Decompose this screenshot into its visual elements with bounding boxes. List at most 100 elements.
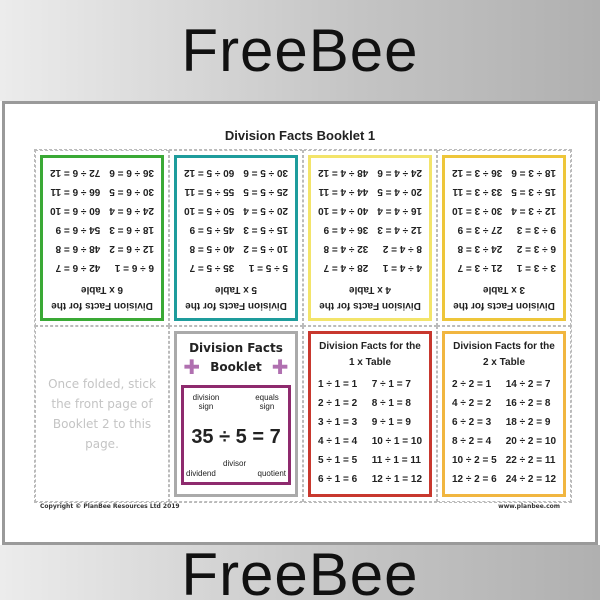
facts-list: 2 ÷ 2 = 1 4 ÷ 2 = 2 6 ÷ 2 = 3 8 ÷ 2 = 4 10 ÷… xyxy=(449,371,559,489)
fact: 12 ÷ 3 = 4 xyxy=(511,205,556,216)
panel-table: 4 x Table xyxy=(348,284,392,295)
label-dividend: dividend xyxy=(186,469,216,478)
fact: 8 ÷ 1 = 8 xyxy=(371,398,411,409)
stick-cell: Once folded, stick the front page of Boo… xyxy=(35,326,169,502)
facts-list: 6 ÷ 6 = 1 12 ÷ 6 = 2 18 ÷ 6 = 3 24 ÷ 6 = 4 3… xyxy=(47,163,157,281)
panel-3-table: Division Facts for the 3 x Table 3 ÷ 3 = 1… xyxy=(442,155,566,321)
fact: 66 ÷ 6 = 11 xyxy=(50,186,101,197)
panel-cell: Division Facts for the 1 x Table 1 ÷ 1 = 1… xyxy=(303,326,437,502)
plus-icon: ✚ xyxy=(271,355,289,379)
cover-cell: Division Facts ✚ Booklet ✚ division sign e… xyxy=(169,326,303,502)
fact: 44 ÷ 4 = 11 xyxy=(318,186,369,197)
fact: 15 ÷ 5 = 3 xyxy=(243,224,288,235)
fact: 40 ÷ 5 = 8 xyxy=(189,243,235,254)
fact: 48 ÷ 4 = 12 xyxy=(318,167,369,178)
fact: 72 ÷ 6 = 12 xyxy=(50,167,101,178)
fact: 7 ÷ 1 = 7 xyxy=(371,379,411,390)
fact: 45 ÷ 5 = 9 xyxy=(189,224,235,235)
cover-panel: Division Facts ✚ Booklet ✚ division sign e… xyxy=(174,331,298,497)
cover-title-row: ✚ Booklet ✚ xyxy=(183,355,289,379)
panel-5-table: Division Facts for the 5 x Table 5 ÷ 5 = 1… xyxy=(174,155,298,321)
fact: 36 ÷ 4 = 9 xyxy=(323,224,369,235)
stick-note: Once folded, stick the front page of Boo… xyxy=(48,377,156,451)
fact: 21 ÷ 3 = 7 xyxy=(457,262,503,273)
fact: 35 ÷ 5 = 7 xyxy=(189,262,235,273)
fact: 4 ÷ 4 = 1 xyxy=(382,262,422,273)
panel-title: Division Facts for the xyxy=(185,300,287,311)
panel-cell: Division Facts for the 2 x Table 2 ÷ 2 = 1… xyxy=(437,326,571,502)
fact: 48 ÷ 6 = 8 xyxy=(55,243,101,254)
fact: 16 ÷ 4 = 4 xyxy=(377,205,422,216)
fact: 10 ÷ 2 = 5 xyxy=(452,455,497,466)
copyright: Copyright © PlanBee Resources Ltd 2019 xyxy=(40,503,180,510)
fact: 32 ÷ 4 = 8 xyxy=(323,243,369,254)
fact: 24 ÷ 2 = 12 xyxy=(505,474,556,485)
fact: 54 ÷ 6 = 9 xyxy=(55,224,101,235)
booklet-grid: Division Facts for the 6 x Table 6 ÷ 6 = 1… xyxy=(34,149,572,503)
fact: 6 ÷ 2 = 3 xyxy=(452,417,492,428)
fact: 9 ÷ 1 = 9 xyxy=(371,417,411,428)
cover-title-line2: Booklet xyxy=(210,360,262,374)
fact: 25 ÷ 5 = 5 xyxy=(243,186,288,197)
label-equals-sign: equals sign xyxy=(255,393,279,411)
banner-title: FreeBee xyxy=(181,541,419,608)
banner-title: FreeBee xyxy=(181,17,419,84)
fact: 18 ÷ 2 = 9 xyxy=(505,417,551,428)
fact: 12 ÷ 2 = 6 xyxy=(452,474,497,485)
fact: 50 ÷ 5 = 10 xyxy=(184,205,235,216)
fact: 12 ÷ 4 = 3 xyxy=(377,224,422,235)
fact: 18 ÷ 3 = 6 xyxy=(511,167,556,178)
fact: 22 ÷ 2 = 11 xyxy=(505,455,556,466)
fact: 12 ÷ 6 = 2 xyxy=(109,243,154,254)
cover-title-line1: Division Facts xyxy=(189,341,283,355)
panel-cell: Division Facts for the 5 x Table 5 ÷ 5 = 1… xyxy=(169,150,303,326)
fact: 15 ÷ 3 = 5 xyxy=(511,186,556,197)
fact: 36 ÷ 3 = 12 xyxy=(452,167,503,178)
panel-4-table: Division Facts for the 4 x Table 4 ÷ 4 = 1… xyxy=(308,155,432,321)
fact: 4 ÷ 1 = 4 xyxy=(318,436,358,447)
fact: 55 ÷ 5 = 11 xyxy=(184,186,235,197)
fact: 2 ÷ 1 = 2 xyxy=(318,398,358,409)
fact: 5 ÷ 5 = 1 xyxy=(248,262,288,273)
bottom-banner: FreeBee xyxy=(0,541,600,608)
panel-6-table: Division Facts for the 6 x Table 6 ÷ 6 = 1… xyxy=(40,155,164,321)
panel-cell: Division Facts for the 3 x Table 3 ÷ 3 = 1… xyxy=(437,150,571,326)
fact: 10 ÷ 5 = 2 xyxy=(243,243,288,254)
fact: 24 ÷ 6 = 4 xyxy=(109,205,154,216)
fact: 4 ÷ 2 = 2 xyxy=(452,398,492,409)
panel-title: Division Facts for the xyxy=(453,341,555,352)
fact: 42 ÷ 6 = 7 xyxy=(55,262,101,273)
facts-list: 1 ÷ 1 = 1 2 ÷ 1 = 2 3 ÷ 1 = 3 4 ÷ 1 = 4 5 ÷ … xyxy=(315,371,425,489)
fact: 3 ÷ 3 = 1 xyxy=(516,262,556,273)
fact: 12 ÷ 1 = 12 xyxy=(371,474,422,485)
fact: 1 ÷ 1 = 1 xyxy=(318,379,358,390)
division-diagram: division sign equals sign 35 ÷ 5 = 7 div… xyxy=(181,385,291,485)
panel-1-table: Division Facts for the 1 x Table 1 ÷ 1 = 1… xyxy=(308,331,432,497)
fact: 30 ÷ 5 = 6 xyxy=(243,167,288,178)
fact: 33 ÷ 3 = 11 xyxy=(452,186,503,197)
fact: 36 ÷ 6 = 6 xyxy=(109,167,154,178)
panel-2-table: Division Facts for the 2 x Table 2 ÷ 2 = 1… xyxy=(442,331,566,497)
fact: 60 ÷ 5 = 12 xyxy=(184,167,235,178)
label-division-sign: division sign xyxy=(192,393,220,411)
fact: 14 ÷ 2 = 7 xyxy=(505,379,551,390)
fact: 40 ÷ 4 = 10 xyxy=(318,205,369,216)
fact: 30 ÷ 6 = 5 xyxy=(109,186,154,197)
fact: 18 ÷ 6 = 3 xyxy=(109,224,154,235)
fact: 6 ÷ 1 = 6 xyxy=(318,474,358,485)
panel-title: Division Facts for the xyxy=(319,341,421,352)
fact: 8 ÷ 4 = 2 xyxy=(382,243,422,254)
panel-table: 2 x Table xyxy=(482,357,526,368)
label-quotient: quotient xyxy=(257,469,286,478)
fact: 2 ÷ 2 = 1 xyxy=(452,379,492,390)
panel-table: 5 x Table xyxy=(214,284,258,295)
cover-title: Division Facts xyxy=(189,339,283,358)
panel-title: Division Facts for the xyxy=(453,300,555,311)
label-divisor: divisor xyxy=(223,459,247,468)
panel-cell: Division Facts for the 4 x Table 4 ÷ 4 = 1… xyxy=(303,150,437,326)
fact: 6 ÷ 3 = 2 xyxy=(516,243,556,254)
fact: 24 ÷ 4 = 6 xyxy=(377,167,422,178)
fact: 6 ÷ 6 = 1 xyxy=(114,262,154,273)
panel-title: Division Facts for the xyxy=(319,300,421,311)
website-url: www.planbee.com xyxy=(498,503,560,510)
